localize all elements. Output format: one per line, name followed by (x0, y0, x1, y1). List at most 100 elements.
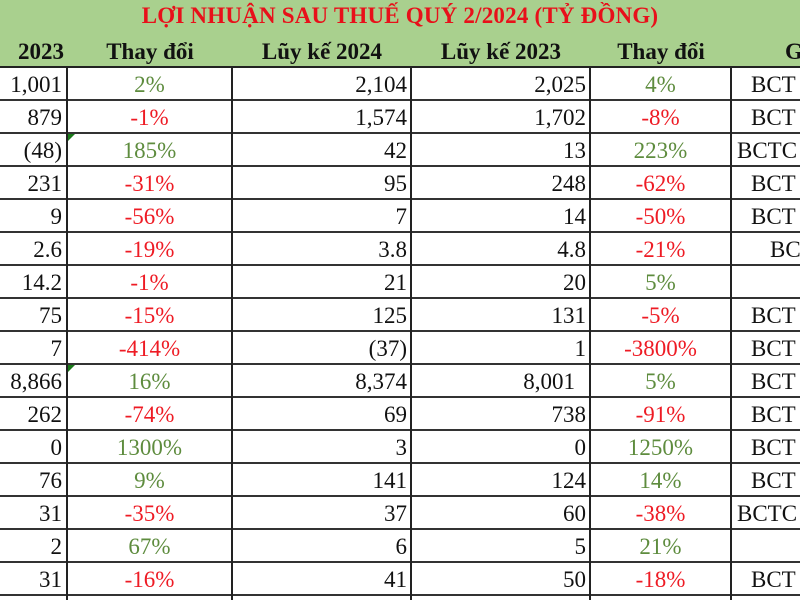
cell-q2-2023[interactable]: 75 (39, 303, 62, 328)
cell-note[interactable]: BCT (751, 171, 796, 196)
cell-ytd-2023[interactable]: 50 (563, 567, 586, 592)
cell-ytd-2023[interactable]: 0 (574, 435, 587, 460)
cell-q2-2023[interactable]: 76 (39, 468, 62, 493)
cell-note[interactable]: BCT (751, 72, 796, 97)
cell-change-quarter[interactable]: 16% (128, 369, 171, 394)
cell-note[interactable] (751, 266, 800, 297)
cell-change-quarter[interactable]: -1% (130, 105, 169, 130)
cell-ytd-2023[interactable]: 14 (563, 204, 586, 229)
cell-ytd-2023[interactable]: 124 (551, 468, 587, 493)
cell-change-ytd[interactable]: -18% (635, 567, 686, 592)
cell-ytd-2024[interactable]: 3.8 (378, 237, 407, 262)
cell-ytd-2023[interactable]: 1,702 (534, 105, 586, 130)
cell-note[interactable]: BCT (751, 468, 796, 493)
cell-ytd-2024[interactable]: 125 (372, 303, 408, 328)
cell-q2-2023[interactable]: 1,001 (10, 72, 62, 97)
cell-ytd-2023[interactable]: 248 (551, 171, 587, 196)
cell-change-ytd[interactable]: -21% (635, 237, 686, 262)
cell-q2-2023[interactable]: 0 (50, 435, 63, 460)
cell-ytd-2024[interactable]: 69 (384, 402, 407, 427)
cell-ytd-2023[interactable]: 738 (551, 402, 587, 427)
cell-change-quarter[interactable]: 2% (134, 72, 165, 97)
cell-note[interactable]: BCT (751, 435, 796, 460)
cell-ytd-2024[interactable]: 95 (384, 171, 407, 196)
cell-note[interactable]: BCT (751, 204, 796, 229)
cell-change-quarter[interactable]: 67% (128, 534, 171, 559)
cell-ytd-2023[interactable]: 1 (574, 336, 587, 361)
cell-ytd-2024[interactable]: 2,104 (355, 72, 407, 97)
cell-q2-2023[interactable]: 231 (27, 171, 63, 196)
cell-change-quarter[interactable]: -15% (124, 303, 175, 328)
table-row: 9 -56% 7 14 -50% BCT (0, 200, 800, 233)
cell-ytd-2024[interactable]: 42 (384, 138, 407, 163)
cell-q2-2023[interactable]: 9 (50, 204, 63, 229)
cell-change-ytd[interactable]: 4% (645, 72, 676, 97)
cell-q2-2023[interactable]: (48) (23, 138, 62, 163)
cell-q2-2023[interactable]: 262 (27, 402, 63, 427)
cell-q2-2023[interactable]: 14.2 (21, 270, 62, 295)
cell-change-quarter[interactable]: 9% (134, 468, 165, 493)
cell-ytd-2024[interactable]: 6 (395, 534, 408, 559)
cell-change-ytd[interactable]: -5% (641, 303, 680, 328)
cell-note[interactable]: BCT (751, 567, 796, 592)
cell-ytd-2024[interactable]: (37) (368, 336, 407, 361)
cell-change-ytd[interactable]: 21% (639, 534, 682, 559)
cell-note[interactable]: BCT (751, 402, 796, 427)
cell-ytd-2023[interactable]: 4.8 (557, 237, 586, 262)
cell-ytd-2023[interactable]: 131 (551, 303, 587, 328)
cell-q2-2023[interactable]: 879 (27, 105, 63, 130)
cell-change-ytd[interactable]: -62% (635, 171, 686, 196)
cell-ytd-2024[interactable]: 1,574 (355, 105, 407, 130)
cell-ytd-2023[interactable]: 60 (563, 501, 586, 526)
cell-ytd-2024[interactable]: 141 (372, 468, 408, 493)
cell-note[interactable]: BCTC (737, 138, 798, 163)
cell-change-ytd[interactable]: -50% (635, 204, 686, 229)
cell-q2-2023[interactable]: 2.6 (33, 237, 62, 262)
cell-ytd-2023[interactable]: 13 (563, 138, 586, 163)
cell-ytd-2023[interactable]: 8,001 (523, 369, 575, 394)
cell-change-quarter[interactable]: -31% (124, 171, 175, 196)
cell-q2-2023[interactable]: 31 (39, 567, 62, 592)
cell-q2-2023[interactable]: 31 (39, 501, 62, 526)
cell-change-quarter[interactable]: -35% (124, 501, 175, 526)
cell-change-ytd[interactable]: 14% (639, 468, 682, 493)
cell-q2-2023[interactable]: 8,866 (10, 369, 62, 394)
cell-change-ytd[interactable]: 1250% (627, 435, 694, 460)
cell-q2-2023[interactable]: 7 (50, 336, 63, 361)
cell-ytd-2024[interactable]: 3 (395, 435, 408, 460)
cell-note[interactable]: BCT (751, 105, 796, 130)
cell-change-ytd[interactable]: 5% (645, 369, 676, 394)
cell-change-ytd[interactable]: -38% (635, 501, 686, 526)
cell-change-ytd[interactable]: 223% (633, 138, 688, 163)
cell-change-quarter[interactable]: 1300% (116, 435, 183, 460)
cell-change-quarter[interactable]: -1% (130, 270, 169, 295)
cell-change-quarter[interactable]: -56% (124, 204, 175, 229)
cell-note[interactable] (751, 530, 800, 561)
cell-ytd-2024[interactable]: 7 (395, 204, 408, 229)
cell-ytd-2024[interactable]: 8,374 (355, 369, 407, 394)
cell-ytd-2023[interactable]: 5 (574, 534, 587, 559)
cell-change-quarter[interactable]: -19% (124, 237, 175, 262)
cell-note[interactable]: BCT (751, 303, 796, 328)
cell-change-quarter[interactable]: -414% (118, 336, 181, 361)
table-row: (48) 185% 42 13 223% BCTC (0, 134, 800, 167)
cell-change-quarter[interactable]: 185% (122, 138, 177, 163)
cell-note[interactable]: BCT (751, 336, 796, 361)
cell-change-ytd[interactable]: -3800% (624, 336, 697, 361)
cell-change-ytd[interactable]: -91% (635, 402, 686, 427)
cell-change-quarter[interactable]: -16% (124, 567, 175, 592)
cell-ytd-2023[interactable]: 2,025 (534, 72, 586, 97)
cell-note[interactable]: BCTC (737, 501, 798, 526)
cell-change-quarter[interactable]: -74% (124, 402, 175, 427)
header-change-quarter: Thay đổi (106, 39, 194, 64)
cell-ytd-2024[interactable]: 41 (384, 567, 407, 592)
cell-change-ytd[interactable]: 5% (645, 270, 676, 295)
cell-note[interactable]: BC (770, 237, 800, 262)
cell-ytd-2023[interactable]: 20 (563, 270, 586, 295)
cell-ytd-2024[interactable]: 37 (384, 501, 407, 526)
cell-ytd-2024[interactable]: 21 (384, 270, 407, 295)
cell-note[interactable]: BCT (751, 369, 796, 394)
cell-change-ytd[interactable]: -8% (641, 105, 680, 130)
cell-q2-2023[interactable]: 2 (50, 534, 63, 559)
